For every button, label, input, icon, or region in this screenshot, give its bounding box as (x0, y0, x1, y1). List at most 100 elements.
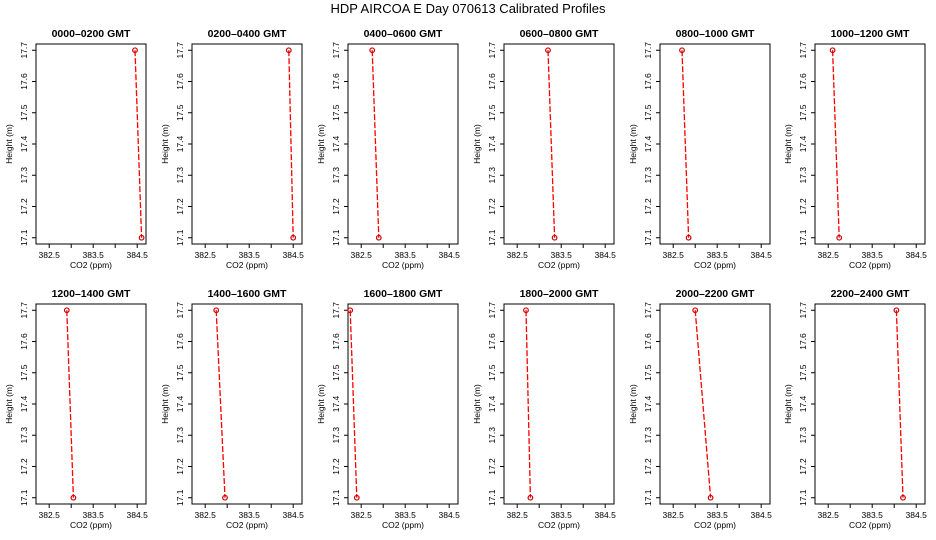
x-tick-label: 382.5 (195, 510, 217, 520)
y-tick-label: 17.7 (331, 302, 341, 319)
y-tick-label: 17.7 (19, 302, 29, 319)
x-axis-label: CO2 (ppm) (382, 520, 424, 530)
x-axis-label: CO2 (ppm) (538, 520, 580, 530)
y-tick-label: 17.4 (19, 135, 29, 152)
x-tick-label: 383.5 (862, 250, 884, 260)
plot-frame (659, 303, 771, 505)
y-tick-label: 17.1 (175, 489, 185, 506)
y-tick-label: 17.5 (643, 104, 653, 121)
y-tick-label: 17.7 (643, 42, 653, 59)
y-tick-label: 17.7 (19, 42, 29, 59)
y-tick-label: 17.5 (175, 364, 185, 381)
x-tick-label: 382.5 (663, 250, 685, 260)
y-tick-label: 17.2 (175, 458, 185, 475)
x-tick-label: 383.5 (83, 250, 105, 260)
profile-line (681, 50, 690, 238)
y-tick-label: 17.4 (331, 395, 341, 412)
x-axis-label: CO2 (ppm) (70, 520, 112, 530)
x-tick-label: 382.5 (195, 250, 217, 260)
plot-frame (35, 303, 147, 505)
profile-line (547, 50, 556, 238)
y-axis-label: Height (m) (472, 384, 482, 424)
x-tick-label: 384.5 (127, 510, 149, 520)
y-tick-label: 17.5 (487, 104, 497, 121)
page-title: HDP AIRCOA E Day 070613 Calibrated Profi… (330, 1, 606, 16)
y-axis-label: Height (m) (628, 384, 638, 424)
x-axis-label: CO2 (ppm) (226, 520, 268, 530)
plot-frame (191, 43, 303, 245)
y-axis-label: Height (m) (316, 124, 326, 164)
y-tick-label: 17.5 (798, 364, 808, 381)
y-tick-label: 17.1 (331, 489, 341, 506)
data-point (285, 47, 292, 54)
data-point (213, 307, 220, 314)
y-tick-label: 17.3 (19, 167, 29, 184)
x-tick-label: 384.5 (439, 510, 461, 520)
profile-line (288, 50, 294, 238)
profile-line (694, 310, 712, 498)
profile-line (895, 310, 904, 498)
x-axis-label: CO2 (ppm) (538, 260, 580, 270)
y-tick-label: 17.2 (331, 198, 341, 215)
data-point (63, 307, 70, 314)
profile-line (371, 50, 380, 238)
y-tick-label: 17.4 (798, 395, 808, 412)
plot-frame (35, 43, 147, 245)
y-tick-label: 17.6 (331, 333, 341, 350)
y-tick-label: 17.2 (798, 458, 808, 475)
profile-line (831, 50, 840, 238)
y-axis-label: Height (m) (783, 124, 793, 164)
y-axis-label: Height (m) (628, 124, 638, 164)
y-tick-label: 17.5 (487, 364, 497, 381)
y-tick-label: 17.3 (175, 167, 185, 184)
y-tick-label: 17.7 (487, 42, 497, 59)
y-tick-label: 17.4 (19, 395, 29, 412)
y-tick-label: 17.2 (487, 198, 497, 215)
profile-line (66, 310, 75, 498)
x-axis-label: CO2 (ppm) (226, 260, 268, 270)
data-point (70, 494, 77, 501)
y-tick-label: 17.2 (643, 198, 653, 215)
x-tick-label: 384.5 (595, 250, 617, 260)
x-tick-label: 384.5 (906, 510, 928, 520)
x-tick-label: 382.5 (39, 250, 61, 260)
y-tick-label: 17.6 (19, 73, 29, 90)
y-tick-label: 17.4 (175, 135, 185, 152)
x-tick-label: 382.5 (818, 510, 840, 520)
data-point (222, 494, 228, 501)
profile-line (525, 310, 532, 498)
y-axis-label: Height (m) (160, 124, 170, 164)
panel-title: 1400–1600 GMT (208, 288, 287, 300)
data-point (707, 494, 714, 501)
data-point (692, 307, 699, 314)
y-tick-label: 17.7 (798, 302, 808, 319)
data-point (829, 47, 836, 54)
x-tick-label: 383.5 (707, 250, 729, 260)
profile-line (215, 310, 226, 498)
x-axis-label: CO2 (ppm) (70, 260, 112, 270)
x-axis-label: CO2 (ppm) (849, 520, 891, 530)
y-tick-label: 17.7 (175, 42, 185, 59)
y-tick-label: 17.3 (331, 427, 341, 444)
x-tick-label: 383.5 (395, 250, 417, 260)
y-tick-label: 17.6 (331, 73, 341, 90)
y-tick-label: 17.6 (175, 333, 185, 350)
plot-frame (814, 43, 926, 245)
y-tick-label: 17.6 (487, 333, 497, 350)
y-tick-label: 17.3 (487, 167, 497, 184)
panel-title: 0000–0200 GMT (52, 28, 131, 40)
y-tick-label: 17.3 (643, 427, 653, 444)
x-tick-label: 383.5 (551, 250, 573, 260)
panel-title: 0400–0600 GMT (364, 28, 443, 40)
data-point (685, 234, 692, 241)
y-tick-label: 17.6 (643, 333, 653, 350)
panel-title: 1200–1400 GMT (52, 288, 131, 300)
data-point (893, 307, 900, 314)
data-point (836, 234, 843, 241)
y-tick-label: 17.3 (643, 167, 653, 184)
x-tick-label: 383.5 (239, 510, 261, 520)
plot-frame (503, 43, 615, 245)
x-axis-label: CO2 (ppm) (694, 260, 736, 270)
y-axis-label: Height (m) (4, 384, 14, 424)
x-tick-label: 383.5 (83, 510, 105, 520)
